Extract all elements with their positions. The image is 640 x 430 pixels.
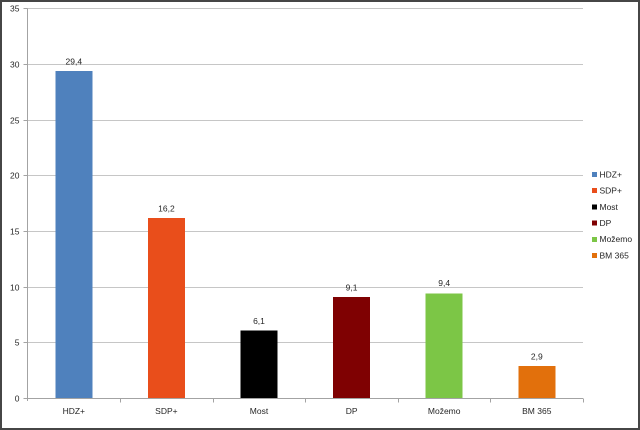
svg-text:2,9: 2,9 [531,352,543,362]
svg-text:DP: DP [346,406,358,416]
svg-text:DP: DP [600,218,612,228]
svg-text:29,4: 29,4 [66,56,83,66]
svg-text:20: 20 [10,170,20,180]
svg-text:9,1: 9,1 [346,283,358,293]
svg-text:Most: Most [600,202,619,212]
svg-text:SDP+: SDP+ [155,406,177,416]
svg-text:10: 10 [10,282,20,292]
svg-text:HDZ+: HDZ+ [600,169,622,179]
svg-text:25: 25 [10,115,20,125]
svg-text:6,1: 6,1 [253,316,265,326]
svg-text:30: 30 [10,59,20,69]
svg-text:9,4: 9,4 [438,278,450,288]
svg-text:SDP+: SDP+ [600,186,622,196]
svg-text:35: 35 [10,3,20,13]
svg-text:5: 5 [15,337,20,347]
svg-text:0: 0 [15,393,20,403]
svg-text:Most: Most [250,406,269,416]
svg-text:HDZ+: HDZ+ [63,406,85,416]
svg-text:16,2: 16,2 [158,203,175,213]
svg-text:Možemo: Možemo [428,406,461,416]
svg-text:Možemo: Možemo [600,234,633,244]
svg-text:15: 15 [10,226,20,236]
svg-text:BM 365: BM 365 [522,406,552,416]
svg-text:BM 365: BM 365 [600,250,630,260]
